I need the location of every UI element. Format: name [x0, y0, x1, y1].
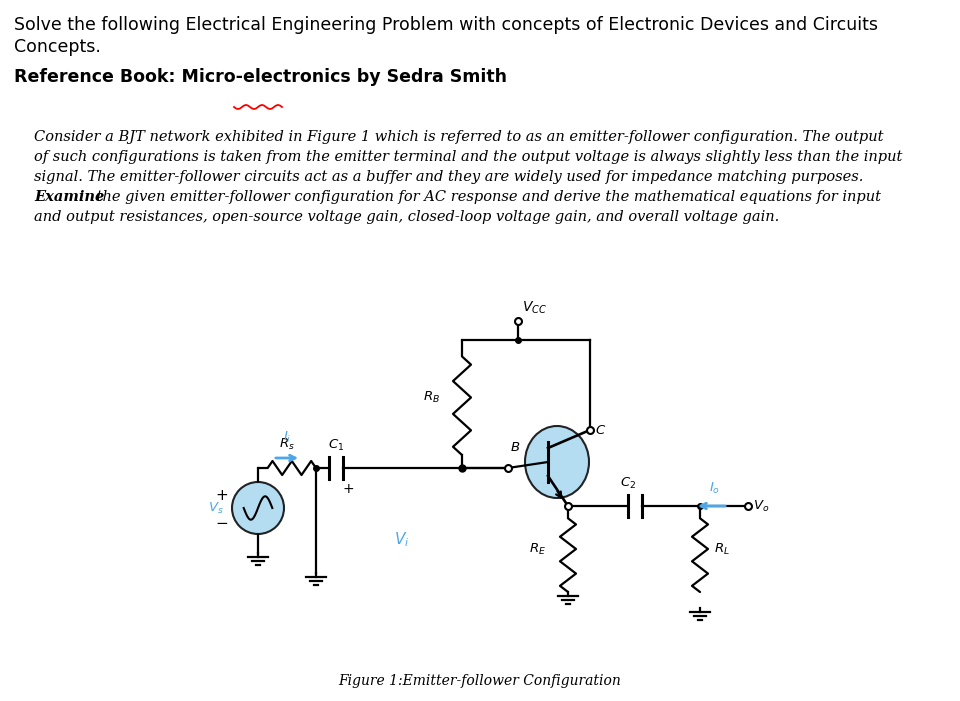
Text: the given emitter-follower configuration for AC response and derive the mathemat: the given emitter-follower configuration… — [92, 190, 881, 204]
Text: $V_{CC}$: $V_{CC}$ — [522, 299, 547, 316]
Text: $I_o$: $I_o$ — [708, 481, 720, 496]
Text: $R_E$: $R_E$ — [529, 541, 546, 557]
Text: $R_B$: $R_B$ — [423, 390, 440, 405]
Text: $C_2$: $C_2$ — [620, 476, 636, 491]
Text: C: C — [595, 423, 604, 437]
Text: $V_i$: $V_i$ — [395, 531, 410, 550]
Text: $V_o$: $V_o$ — [753, 498, 769, 514]
Text: $I_i$: $I_i$ — [283, 430, 291, 445]
Text: Reference Book: Micro-electronics by Sedra Smith: Reference Book: Micro-electronics by Sed… — [14, 68, 507, 86]
Text: $R_L$: $R_L$ — [714, 541, 730, 557]
Text: $V_s$: $V_s$ — [208, 501, 224, 515]
Text: Concepts.: Concepts. — [14, 38, 101, 56]
Text: $R_s$: $R_s$ — [279, 437, 295, 452]
Text: Solve the following Electrical Engineering Problem with concepts of Electronic D: Solve the following Electrical Engineeri… — [14, 16, 878, 34]
Text: and output resistances, open-source voltage gain, closed-loop voltage gain, and : and output resistances, open-source volt… — [34, 210, 780, 224]
Ellipse shape — [525, 426, 589, 498]
Text: Figure 1:Emitter-follower Configuration: Figure 1:Emitter-follower Configuration — [339, 674, 621, 688]
Text: $C_1$: $C_1$ — [328, 438, 344, 453]
Text: Consider a BJT network exhibited in Figure 1 which is referred to as an emitter-: Consider a BJT network exhibited in Figu… — [34, 130, 883, 144]
Text: −: − — [215, 516, 228, 531]
Text: +: + — [343, 482, 354, 496]
Circle shape — [232, 482, 284, 534]
Text: +: + — [215, 487, 228, 503]
Text: B: B — [511, 441, 520, 454]
Text: of such configurations is taken from the emitter terminal and the output voltage: of such configurations is taken from the… — [34, 150, 902, 164]
Text: Examine: Examine — [34, 190, 105, 204]
Text: signal. The emitter-follower circuits act as a buffer and they are widely used f: signal. The emitter-follower circuits ac… — [34, 170, 863, 184]
